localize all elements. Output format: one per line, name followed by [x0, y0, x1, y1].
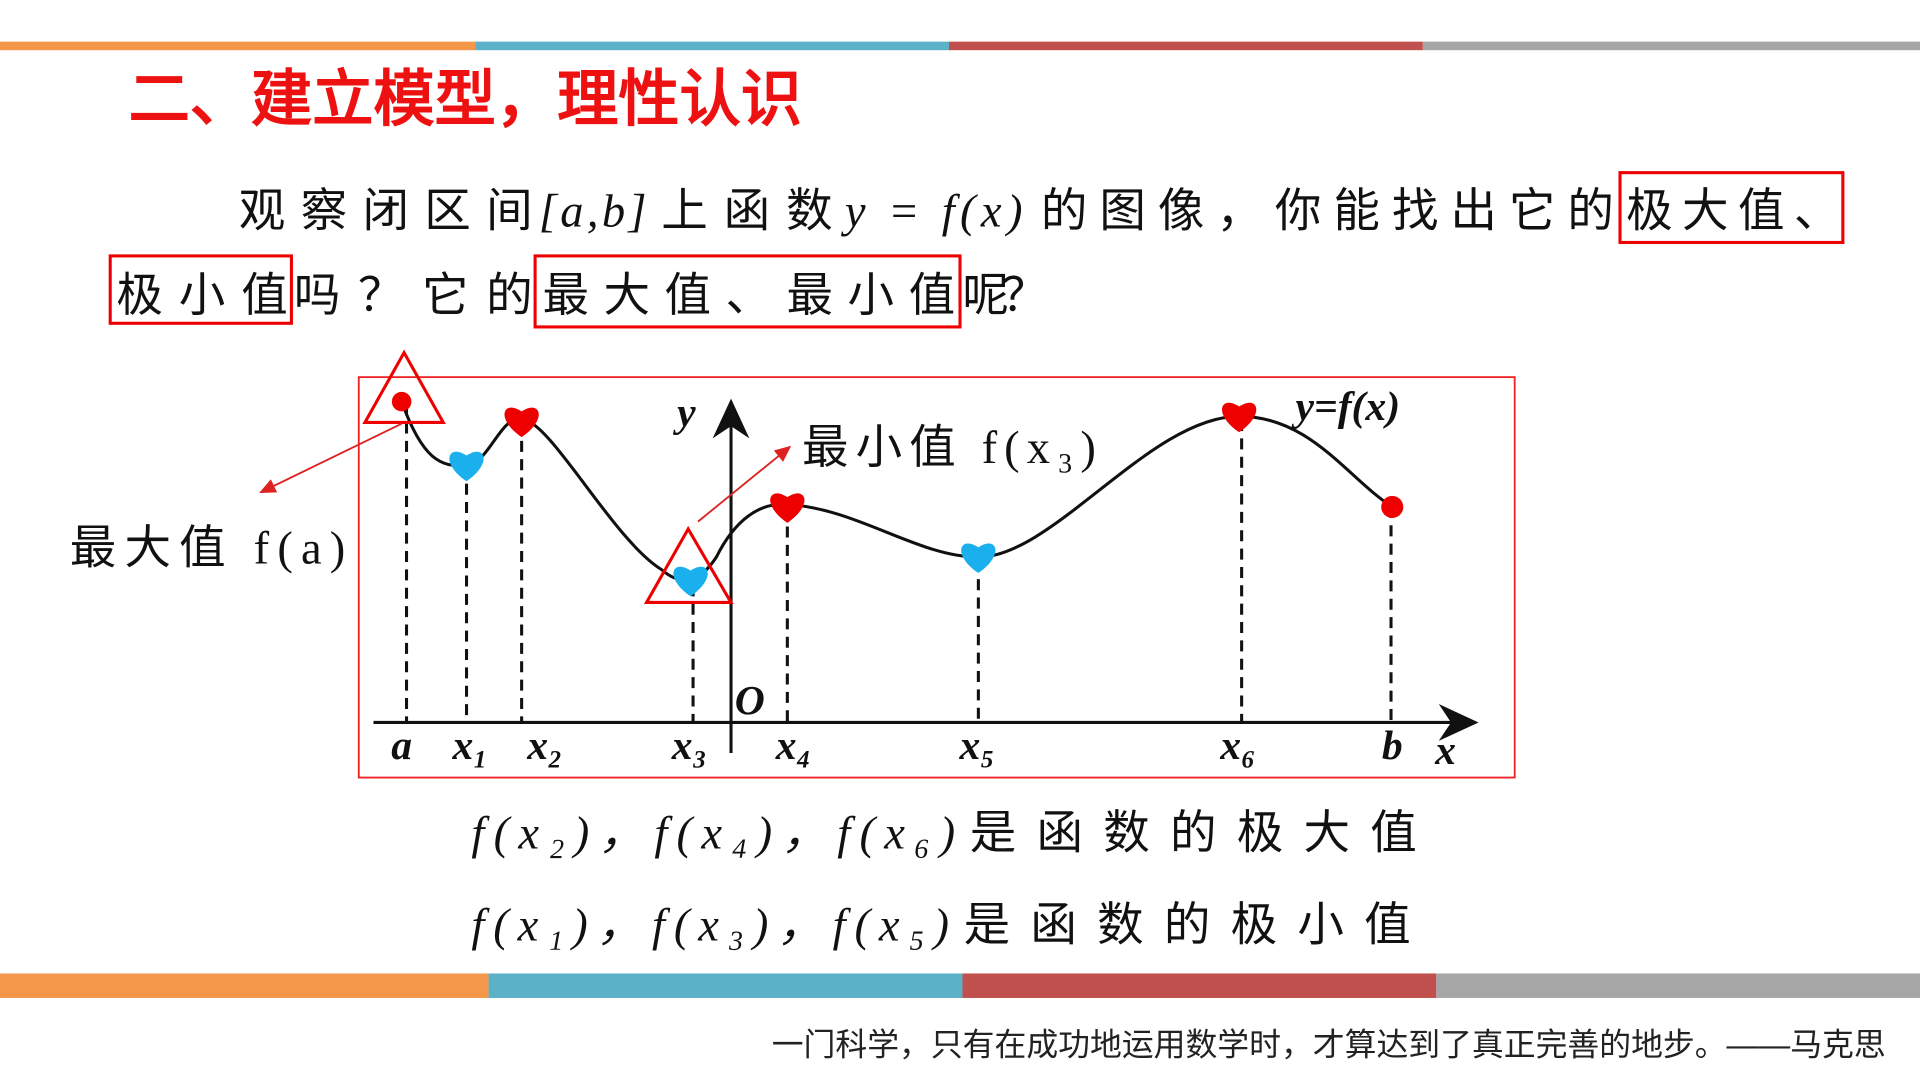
- max-heart: [770, 493, 805, 523]
- question-text: 上函数: [661, 187, 832, 238]
- top-bar: [0, 41, 1920, 51]
- dashed-lines: [405, 404, 1393, 723]
- min-heart: [961, 543, 996, 574]
- min-heart: [673, 566, 708, 597]
- max-note: 最大值 f(a): [70, 523, 346, 574]
- question-text: 观察闭区间: [239, 187, 533, 238]
- function-curve: [400, 401, 1394, 582]
- conclusion-text: 是函数的极大值: [970, 809, 1417, 860]
- x-label: a: [391, 723, 412, 769]
- x-label: x₁: [452, 723, 488, 769]
- question-text: 吗？它的: [294, 271, 533, 322]
- slide-title: 二、建立模型，理性认识: [129, 65, 802, 133]
- triangle-marker: [643, 525, 734, 604]
- question-highlight: 极大值、: [1626, 187, 1840, 238]
- endpoint: [391, 391, 412, 412]
- endpoint: [1381, 495, 1404, 518]
- arrow: [697, 445, 792, 523]
- question-math: y = f(x): [841, 187, 1023, 238]
- conclusion-text: 是函数的极小值: [964, 900, 1411, 951]
- question: 观察闭区间 [a,b] 上函数 y = f(x) 的图像，你能找出它的 极大值、…: [108, 171, 1845, 329]
- x-label: x₄: [775, 723, 811, 769]
- question-text: 呢？: [962, 271, 1048, 322]
- highlight-box: [108, 254, 293, 325]
- bottom-bar: [0, 973, 1920, 998]
- max-heart: [1222, 402, 1257, 433]
- footer-quote: 一门科学，只有在成功地运用数学时，才算达到了真正完善的地步。——马克思: [772, 1027, 1886, 1063]
- question-text: 的图像，你能找出它的: [1041, 187, 1614, 238]
- axis-label: y: [672, 390, 696, 436]
- function-label: y=f(x): [1291, 384, 1401, 430]
- max-heart: [504, 407, 539, 438]
- conclusion-expr: f(x₁)，f(x₃)，f(x₅): [471, 900, 949, 951]
- x-label: x₂: [526, 723, 562, 769]
- highlight-box: [1618, 171, 1845, 244]
- origin-label: O: [735, 678, 765, 724]
- x-label: b: [1382, 723, 1403, 769]
- figure: y x O y=f(x) a x₁ x₂ x₃ x₄ x₅ x₆ b 最大值 f…: [70, 349, 1516, 779]
- triangle-marker: [362, 349, 446, 424]
- figure-frame: [357, 376, 1516, 779]
- conclusion-expr: f(x₂)，f(x₄)，f(x₆): [471, 809, 955, 860]
- x-label: x₃: [671, 723, 707, 769]
- question-highlight: 最大值、最小值: [542, 271, 955, 322]
- min-heart: [449, 451, 484, 482]
- axis-label: x: [1434, 728, 1456, 774]
- x-label: x₅: [958, 723, 994, 769]
- conclusions: f(x₂)，f(x₄)，f(x₆) 是函数的极大值 f(x₁)，f(x₃)，f(…: [471, 809, 1416, 952]
- question-math: [a,b]: [539, 187, 647, 238]
- arrow: [259, 422, 403, 494]
- question-highlight: 极小值: [116, 271, 287, 322]
- min-note: 最小值 f(x₃): [802, 423, 1096, 474]
- highlight-box: [533, 254, 962, 329]
- x-labels: a x₁ x₂ x₃ x₄ x₅ x₆ b: [391, 723, 1402, 769]
- x-label: x₆: [1219, 723, 1255, 769]
